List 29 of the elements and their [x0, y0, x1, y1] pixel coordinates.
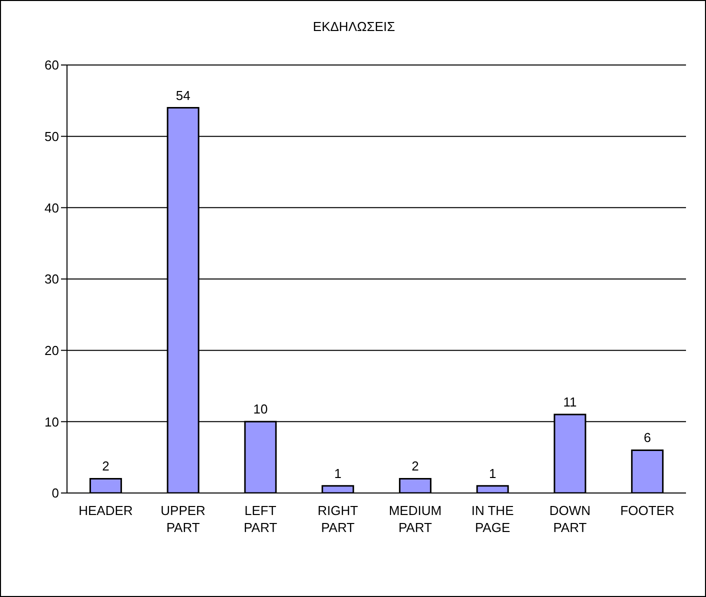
y-tick-label: 20 [44, 342, 59, 358]
data-label: 1 [488, 466, 496, 481]
bar [476, 485, 509, 493]
data-label: 11 [563, 394, 577, 410]
data-label: 10 [253, 402, 268, 417]
y-tick-label: 10 [44, 414, 59, 430]
x-tick-label: FOOTER [620, 503, 674, 518]
bar [631, 449, 664, 493]
x-tick-label: UPPER PART [160, 503, 206, 535]
bar [398, 478, 432, 493]
chart-title: ΕΚΔΗΛΩΣΕΙΣ [312, 19, 396, 34]
y-tick-label: 50 [44, 128, 59, 144]
y-tick-label: 60 [44, 58, 59, 73]
bar [89, 478, 122, 493]
y-tick-label: 40 [44, 200, 59, 216]
y-tick-label: 0 [52, 486, 59, 501]
data-label: 2 [102, 458, 110, 474]
data-label: 1 [334, 466, 342, 481]
bar [322, 485, 354, 493]
x-tick-label: IN THE PAGE [471, 503, 514, 535]
x-tick-label: MEDIUM PART [388, 503, 442, 535]
x-tick-label: RIGHT PART [318, 503, 358, 535]
data-label: 2 [412, 458, 419, 474]
y-tick-label: 30 [44, 272, 59, 287]
x-tick-label: HEADER [78, 503, 133, 518]
x-tick-label: LEFT PART [244, 503, 278, 535]
data-label: 54 [176, 88, 190, 103]
x-tick-label: DOWN PART [549, 503, 591, 535]
data-label: 6 [644, 430, 651, 446]
